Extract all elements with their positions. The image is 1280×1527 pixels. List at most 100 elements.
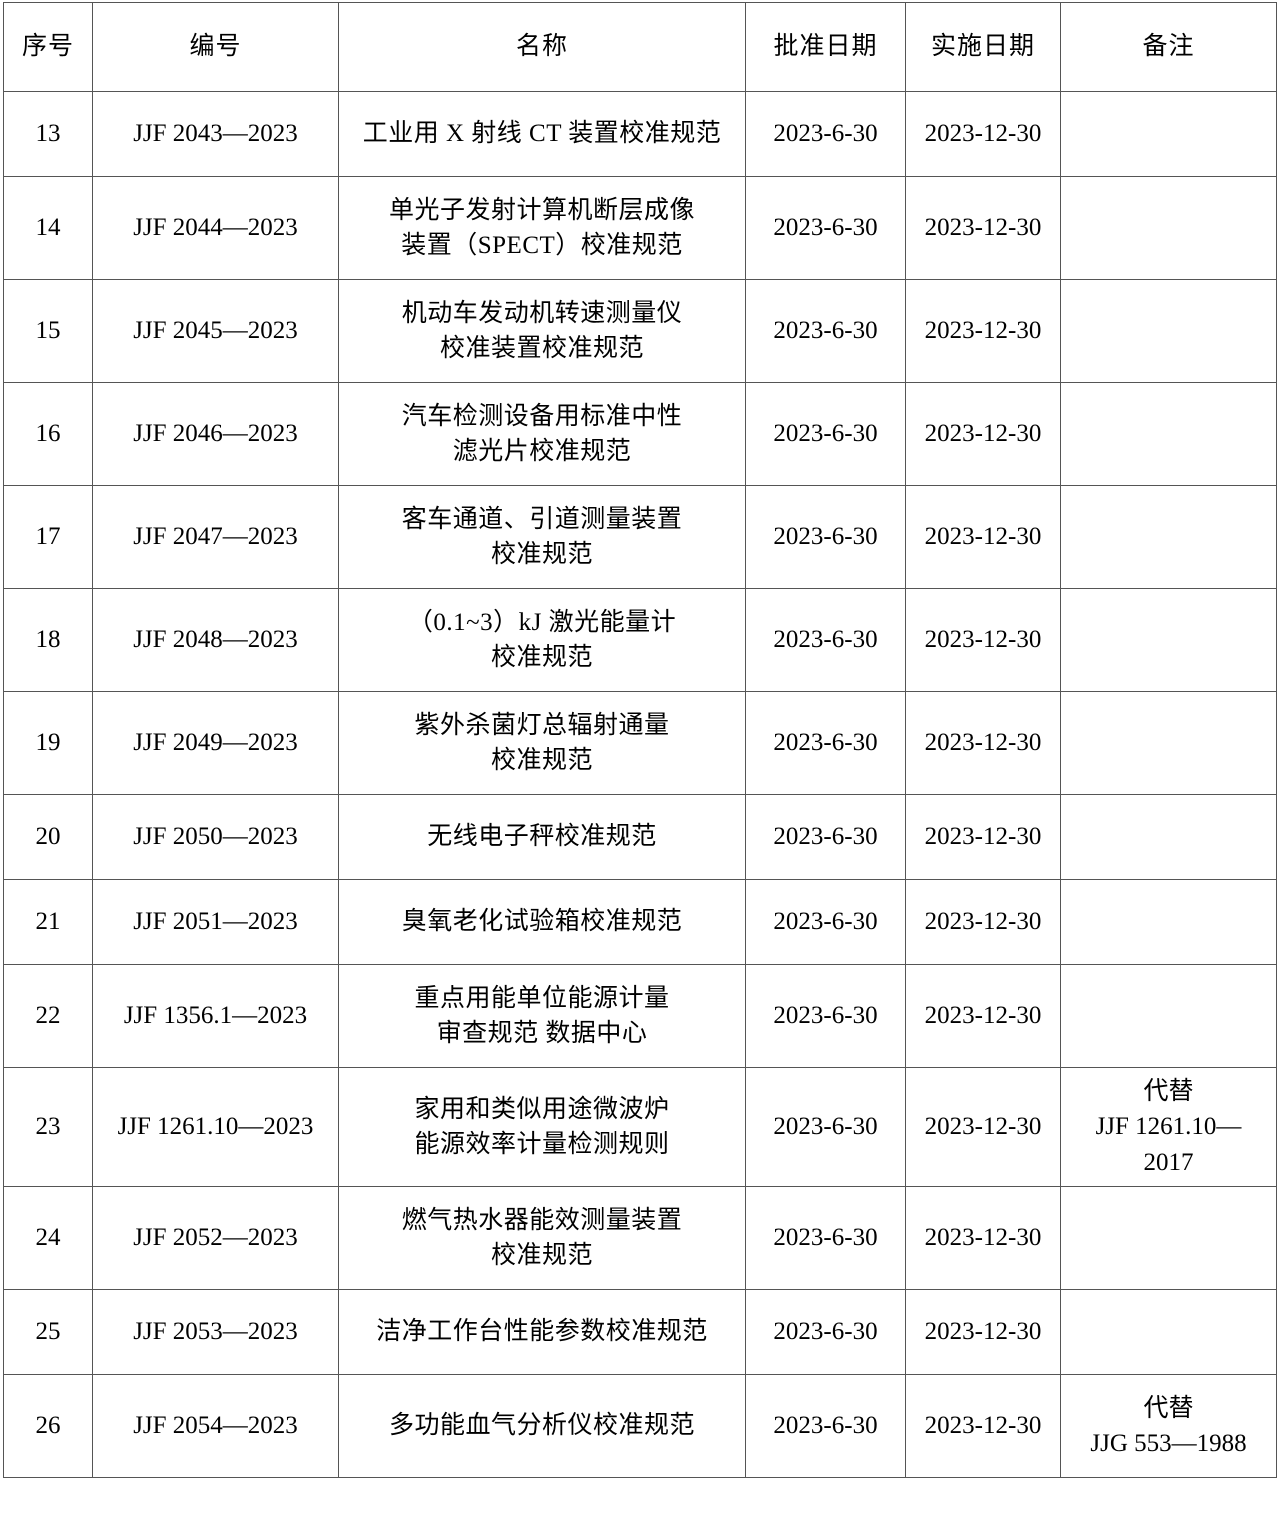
cell-specification-code: JJF 2050—2023 — [92, 794, 339, 880]
cell-approval-date: 2023-6-30 — [745, 176, 906, 280]
cell-sequence-number: 16 — [3, 382, 93, 486]
cell-specification-name: 客车通道、引道测量装置 校准规范 — [338, 485, 746, 589]
table-row: 15 JJF 2045—2023 机动车发动机转速测量仪 校准装置校准规范 2023-6… — [3, 279, 1277, 383]
cell-sequence-number: 20 — [3, 794, 93, 880]
cell-approval-date: 2023-6-30 — [745, 794, 906, 880]
cell-specification-name: 单光子发射计算机断层成像 装置（SPECT）校准规范 — [338, 176, 746, 280]
cell-sequence-number: 23 — [3, 1067, 93, 1187]
table-row: 24 JJF 2052—2023 燃气热水器能效测量装置 校准规范 2023-6-30 2… — [3, 1186, 1277, 1290]
cell-remark — [1060, 279, 1277, 383]
cell-sequence-number: 24 — [3, 1186, 93, 1290]
cell-remark — [1060, 91, 1277, 177]
table-row: 23 JJF 1261.10—2023 家用和类似用途微波炉 能源效率计量检测规则 20… — [3, 1067, 1277, 1187]
cell-specification-name: （0.1~3）kJ 激光能量计 校准规范 — [338, 588, 746, 692]
column-header-seq: 序号 — [3, 2, 93, 92]
table-row: 22 JJF 1356.1—2023 重点用能单位能源计量 审查规范 数据中心 2023… — [3, 964, 1277, 1068]
table-row: 21 JJF 2051—2023 臭氧老化试验箱校准规范 2023-6-30 2023-… — [3, 879, 1277, 965]
cell-specification-name: 工业用 X 射线 CT 装置校准规范 — [338, 91, 746, 177]
column-header-name: 名称 — [338, 2, 746, 92]
cell-implementation-date: 2023-12-30 — [905, 879, 1061, 965]
cell-specification-code: JJF 2049—2023 — [92, 691, 339, 795]
cell-approval-date: 2023-6-30 — [745, 91, 906, 177]
cell-specification-name: 无线电子秤校准规范 — [338, 794, 746, 880]
cell-implementation-date: 2023-12-30 — [905, 588, 1061, 692]
cell-sequence-number: 18 — [3, 588, 93, 692]
cell-specification-code: JJF 2045—2023 — [92, 279, 339, 383]
cell-sequence-number: 17 — [3, 485, 93, 589]
column-header-code: 编号 — [92, 2, 339, 92]
cell-specification-name: 机动车发动机转速测量仪 校准装置校准规范 — [338, 279, 746, 383]
cell-specification-code: JJF 2053—2023 — [92, 1289, 339, 1375]
cell-implementation-date: 2023-12-30 — [905, 1374, 1061, 1478]
cell-remark — [1060, 1289, 1277, 1375]
table-row: 18 JJF 2048—2023 （0.1~3）kJ 激光能量计 校准规范 2023-6… — [3, 588, 1277, 692]
cell-approval-date: 2023-6-30 — [745, 1067, 906, 1187]
table-row: 14 JJF 2044—2023 单光子发射计算机断层成像 装置（SPECT）校准规范… — [3, 176, 1277, 280]
cell-specification-code: JJF 2046—2023 — [92, 382, 339, 486]
column-header-approval-date: 批准日期 — [745, 2, 906, 92]
table-row: 13 JJF 2043—2023 工业用 X 射线 CT 装置校准规范 2023-6-… — [3, 91, 1277, 177]
table-body: 13 JJF 2043—2023 工业用 X 射线 CT 装置校准规范 2023-6-… — [3, 91, 1277, 1478]
cell-implementation-date: 2023-12-30 — [905, 964, 1061, 1068]
cell-approval-date: 2023-6-30 — [745, 879, 906, 965]
cell-approval-date: 2023-6-30 — [745, 588, 906, 692]
cell-specification-name: 重点用能单位能源计量 审查规范 数据中心 — [338, 964, 746, 1068]
cell-implementation-date: 2023-12-30 — [905, 691, 1061, 795]
cell-sequence-number: 19 — [3, 691, 93, 795]
cell-approval-date: 2023-6-30 — [745, 1186, 906, 1290]
cell-approval-date: 2023-6-30 — [745, 691, 906, 795]
cell-implementation-date: 2023-12-30 — [905, 1186, 1061, 1290]
cell-approval-date: 2023-6-30 — [745, 964, 906, 1068]
column-header-remark: 备注 — [1060, 2, 1277, 92]
cell-sequence-number: 15 — [3, 279, 93, 383]
cell-implementation-date: 2023-12-30 — [905, 485, 1061, 589]
cell-approval-date: 2023-6-30 — [745, 1374, 906, 1478]
table-header: 序号 编号 名称 批准日期 实施日期 备注 — [3, 2, 1277, 92]
cell-sequence-number: 25 — [3, 1289, 93, 1375]
table-row: 26 JJF 2054—2023 多功能血气分析仪校准规范 2023-6-30 2023… — [3, 1374, 1277, 1478]
cell-specification-name: 紫外杀菌灯总辐射通量 校准规范 — [338, 691, 746, 795]
cell-implementation-date: 2023-12-30 — [905, 794, 1061, 880]
cell-remark — [1060, 1186, 1277, 1290]
cell-sequence-number: 26 — [3, 1374, 93, 1478]
cell-remark — [1060, 879, 1277, 965]
cell-specification-code: JJF 1356.1—2023 — [92, 964, 339, 1068]
cell-approval-date: 2023-6-30 — [745, 485, 906, 589]
table-row: 19 JJF 2049—2023 紫外杀菌灯总辐射通量 校准规范 2023-6-30 20… — [3, 691, 1277, 795]
table-row: 16 JJF 2046—2023 汽车检测设备用标准中性 滤光片校准规范 2023-6-… — [3, 382, 1277, 486]
cell-specification-code: JJF 1261.10—2023 — [92, 1067, 339, 1187]
cell-remark: 代替 JJG 553—1988 — [1060, 1374, 1277, 1478]
cell-specification-code: JJF 2054—2023 — [92, 1374, 339, 1478]
cell-implementation-date: 2023-12-30 — [905, 176, 1061, 280]
table-row: 20 JJF 2050—2023 无线电子秤校准规范 2023-6-30 2023-12… — [3, 794, 1277, 880]
cell-specification-name: 臭氧老化试验箱校准规范 — [338, 879, 746, 965]
cell-sequence-number: 14 — [3, 176, 93, 280]
cell-specification-code: JJF 2052—2023 — [92, 1186, 339, 1290]
cell-implementation-date: 2023-12-30 — [905, 1289, 1061, 1375]
column-header-implementation-date: 实施日期 — [905, 2, 1061, 92]
cell-specification-code: JJF 2044—2023 — [92, 176, 339, 280]
cell-sequence-number: 21 — [3, 879, 93, 965]
cell-remark — [1060, 964, 1277, 1068]
table-row: 17 JJF 2047—2023 客车通道、引道测量装置 校准规范 2023-6-30 2… — [3, 485, 1277, 589]
cell-specification-code: JJF 2048—2023 — [92, 588, 339, 692]
cell-specification-name: 汽车检测设备用标准中性 滤光片校准规范 — [338, 382, 746, 486]
cell-implementation-date: 2023-12-30 — [905, 382, 1061, 486]
cell-remark — [1060, 485, 1277, 589]
table-row: 25 JJF 2053—2023 洁净工作台性能参数校准规范 2023-6-30 202… — [3, 1289, 1277, 1375]
cell-remark — [1060, 382, 1277, 486]
table-header-row: 序号 编号 名称 批准日期 实施日期 备注 — [3, 2, 1277, 92]
cell-sequence-number: 22 — [3, 964, 93, 1068]
cell-approval-date: 2023-6-30 — [745, 1289, 906, 1375]
cell-specification-code: JJF 2043—2023 — [92, 91, 339, 177]
cell-remark — [1060, 176, 1277, 280]
cell-specification-code: JJF 2051—2023 — [92, 879, 339, 965]
cell-remark — [1060, 691, 1277, 795]
cell-specification-name: 燃气热水器能效测量装置 校准规范 — [338, 1186, 746, 1290]
cell-implementation-date: 2023-12-30 — [905, 279, 1061, 383]
cell-remark — [1060, 588, 1277, 692]
cell-approval-date: 2023-6-30 — [745, 279, 906, 383]
cell-specification-name: 家用和类似用途微波炉 能源效率计量检测规则 — [338, 1067, 746, 1187]
cell-implementation-date: 2023-12-30 — [905, 91, 1061, 177]
